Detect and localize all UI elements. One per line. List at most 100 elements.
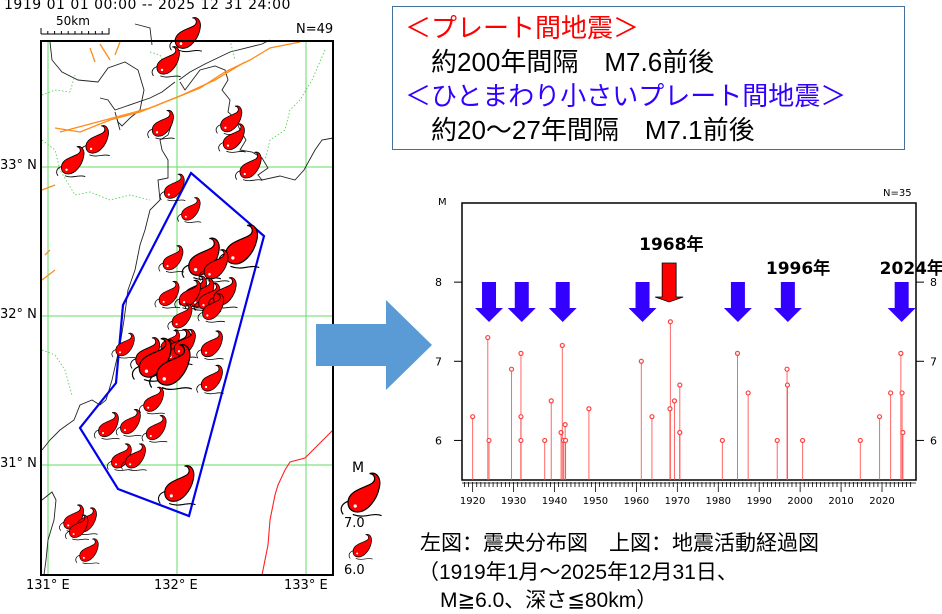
legend-marker-m6 bbox=[348, 533, 373, 560]
blue-down-arrow bbox=[475, 282, 504, 322]
x-tick-label: 1920 bbox=[460, 496, 485, 507]
chart-frame bbox=[461, 202, 917, 481]
stem-point bbox=[542, 437, 548, 444]
stem-point bbox=[562, 422, 568, 428]
trench-axis bbox=[261, 429, 334, 576]
earthquake-marker bbox=[151, 46, 181, 78]
coastline bbox=[41, 23, 334, 576]
y-tick-label-left: 6 bbox=[435, 434, 442, 447]
stem-point bbox=[677, 382, 683, 388]
lon-label-132: 132° E bbox=[154, 578, 198, 593]
chart-count-label: N=35 bbox=[883, 188, 912, 199]
earthquake-marker bbox=[154, 280, 181, 309]
earthquake-marker bbox=[218, 224, 260, 269]
x-tick-label: 1980 bbox=[706, 496, 731, 507]
earthquake-marker bbox=[177, 197, 202, 223]
earthquake-marker bbox=[75, 538, 100, 565]
stem-point bbox=[638, 358, 644, 364]
stem-point bbox=[745, 390, 751, 396]
interplate-description: 約200年間隔 M7.6前後 bbox=[431, 47, 715, 77]
caption-line-2: （1919年1月～2025年12月31日、 bbox=[418, 561, 738, 584]
blue-down-arrow bbox=[628, 282, 657, 322]
legend-label-6: 6.0 bbox=[344, 563, 365, 578]
legend-title: M bbox=[352, 460, 365, 476]
earthquake-marker bbox=[65, 514, 90, 541]
stem-point bbox=[774, 437, 780, 444]
lat-label-32: 32° N bbox=[0, 307, 37, 322]
lat-label-31: 31° N bbox=[0, 456, 37, 471]
x-tick-label: 1970 bbox=[665, 496, 690, 507]
chart-ylabel: M bbox=[438, 197, 447, 208]
stem-point bbox=[508, 366, 515, 372]
x-tick-label: 2020 bbox=[869, 496, 894, 507]
earthquake-marker bbox=[149, 344, 192, 391]
stem-point bbox=[485, 334, 491, 341]
focus-region-outline bbox=[78, 171, 266, 518]
stem-point bbox=[486, 437, 492, 444]
x-tick-label: 1930 bbox=[501, 496, 526, 507]
earthquake-marker bbox=[218, 123, 246, 153]
y-tick-label-left: 8 bbox=[435, 276, 442, 289]
earthquake-marker bbox=[121, 443, 147, 471]
map-frame bbox=[40, 40, 334, 576]
smaller-interplate-title: ＜ひとまわり小さいプレート間地震＞ bbox=[405, 81, 847, 111]
x-tick-label: 2010 bbox=[828, 496, 853, 507]
stem-point bbox=[888, 390, 894, 396]
earthquake-marker bbox=[141, 415, 168, 443]
scale-bar bbox=[40, 28, 110, 35]
lon-label-133: 133° E bbox=[284, 578, 328, 593]
earthquake-marker bbox=[80, 125, 110, 157]
interplate-title: ＜プレート間地震＞ bbox=[405, 13, 640, 43]
year-annotation: 1996年 bbox=[765, 259, 831, 279]
stem-point bbox=[677, 429, 683, 436]
lon-label-131: 131° E bbox=[26, 578, 70, 593]
x-tick-label: 2000 bbox=[787, 496, 812, 507]
earthquake-marker bbox=[139, 386, 165, 415]
blue-down-arrow bbox=[507, 282, 536, 322]
earthquake-marker bbox=[159, 173, 186, 202]
x-tick-label: 1960 bbox=[624, 496, 649, 507]
blue-down-arrow bbox=[548, 282, 577, 322]
map-count-label: N=49 bbox=[296, 22, 334, 37]
caption-line-3: M≧6.0、深さ≦80km） bbox=[440, 589, 658, 612]
stem-point bbox=[800, 437, 806, 444]
info-box: ＜プレート間地震＞ 約200年間隔 M7.6前後 ＜ひとまわり小さいプレート間地… bbox=[392, 6, 905, 150]
earthquake-marker bbox=[147, 109, 175, 140]
earthquake-marker bbox=[115, 409, 142, 437]
x-tick-label: 1940 bbox=[542, 496, 567, 507]
smaller-interplate-description: 約20～27年間隔 M7.1前後 bbox=[431, 115, 755, 145]
y-tick-label-right: 8 bbox=[930, 276, 937, 289]
y-tick-label-left: 7 bbox=[435, 355, 442, 368]
stem-point bbox=[667, 319, 673, 325]
stem-point bbox=[876, 414, 883, 420]
y-tick-label-right: 6 bbox=[930, 434, 937, 447]
blue-down-arrow bbox=[887, 282, 916, 322]
scale-bar-label: 50km bbox=[56, 14, 90, 28]
earthquake-marker bbox=[196, 330, 224, 360]
stem-point bbox=[857, 437, 863, 444]
stem-point bbox=[586, 406, 592, 412]
caption-line-1: 左図：震央分布図 上図：地震活動経過図 bbox=[420, 532, 819, 555]
stem-point bbox=[784, 382, 791, 388]
lat-label-33: 33° N bbox=[0, 158, 37, 173]
stem-point bbox=[548, 398, 554, 404]
red-down-arrow bbox=[655, 262, 684, 303]
stem-point bbox=[562, 437, 569, 444]
earthquake-marker bbox=[56, 146, 86, 178]
big-right-arrow bbox=[316, 300, 432, 390]
x-tick-label: 1950 bbox=[583, 496, 608, 507]
stem-point bbox=[734, 350, 741, 356]
stem-point bbox=[518, 437, 524, 444]
earthquake-marker bbox=[94, 412, 120, 440]
earthquake-marker bbox=[111, 332, 136, 359]
earthquake-marker bbox=[196, 364, 224, 395]
earthquake-markers bbox=[56, 17, 263, 565]
stem-point bbox=[719, 437, 725, 444]
earthquake-marker bbox=[174, 279, 202, 310]
earthquake-marker bbox=[167, 303, 194, 331]
map-period-header: 1919 01 01 00:00 -- 2025 12 31 24:00 bbox=[4, 0, 291, 13]
stem-point bbox=[900, 429, 906, 436]
stem-point bbox=[898, 350, 904, 356]
x-tick-label: 1990 bbox=[746, 496, 771, 507]
